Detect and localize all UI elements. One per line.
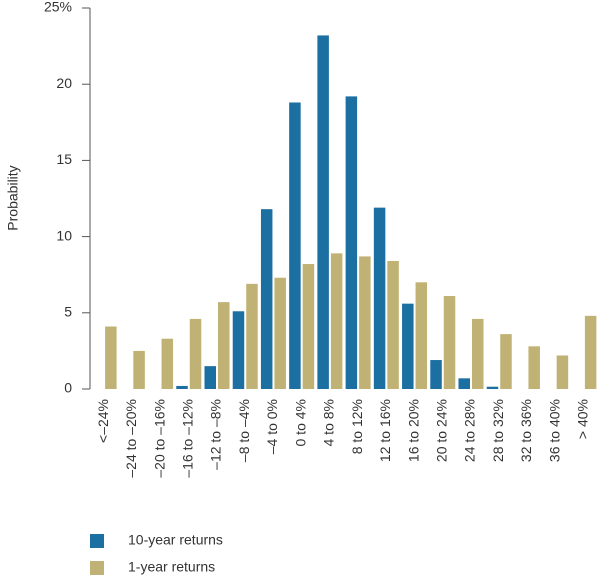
x-tick-label: –4 to 0% — [264, 399, 280, 454]
bar — [317, 35, 329, 389]
y-tick-label: 10 — [56, 227, 72, 243]
x-tick-label: –16 to –12% — [179, 399, 195, 478]
x-tick-label: 32 to 36% — [518, 399, 534, 462]
bar — [500, 334, 512, 389]
bar — [472, 318, 484, 389]
bar — [204, 366, 216, 389]
bar — [528, 346, 540, 389]
bar — [246, 283, 258, 389]
x-tick-label: 4 to 8% — [321, 399, 337, 446]
legend-label: 10-year returns — [128, 532, 223, 548]
bar — [556, 355, 569, 389]
bar — [387, 260, 399, 389]
bar — [486, 386, 499, 389]
bar — [402, 303, 414, 389]
y-tick-label: 5 — [64, 304, 72, 320]
bar — [330, 253, 343, 389]
x-tick-label: <–24% — [95, 399, 111, 443]
x-tick-label: 16 to 20% — [405, 399, 421, 462]
x-tick-label: 8 to 12% — [349, 399, 365, 454]
bar — [133, 350, 145, 389]
bar — [458, 378, 470, 389]
bar — [105, 326, 117, 389]
x-tick-label: 12 to 16% — [377, 399, 393, 462]
bar — [345, 96, 358, 389]
bar — [359, 256, 371, 389]
legend-label: 1-year returns — [128, 559, 215, 575]
bar — [289, 102, 301, 389]
bar — [189, 318, 202, 389]
bar — [232, 311, 245, 389]
x-tick-label: 20 to 24% — [433, 399, 449, 462]
bar — [430, 360, 442, 389]
x-tick-label: –20 to –16% — [151, 399, 167, 478]
bar — [415, 282, 428, 389]
x-tick-label: –8 to –4% — [236, 399, 252, 462]
legend-swatch — [90, 534, 104, 548]
x-tick-label: –12 to –8% — [208, 399, 224, 470]
legend-swatch — [90, 561, 104, 575]
x-tick-label: 24 to 28% — [462, 399, 478, 462]
y-axis-label: Probability — [5, 165, 21, 230]
y-tick-label: 0 — [64, 380, 72, 396]
x-tick-label: 28 to 32% — [490, 399, 506, 462]
bar — [373, 207, 386, 389]
bar — [260, 209, 273, 389]
x-tick-label: 36 to 40% — [546, 399, 562, 462]
bar — [274, 277, 286, 389]
y-tick-label: 15 — [56, 151, 72, 167]
bar — [161, 338, 174, 389]
x-tick-label: –24 to –20% — [123, 399, 139, 478]
y-tick-label: 25% — [44, 0, 72, 15]
bar — [443, 296, 456, 389]
bar — [218, 302, 230, 389]
bar — [584, 315, 597, 389]
x-tick-label: 0 to 4% — [292, 399, 308, 446]
y-tick-label: 20 — [56, 75, 72, 91]
bar — [176, 385, 188, 389]
bar — [302, 264, 315, 389]
x-tick-label: > 40% — [575, 399, 591, 439]
